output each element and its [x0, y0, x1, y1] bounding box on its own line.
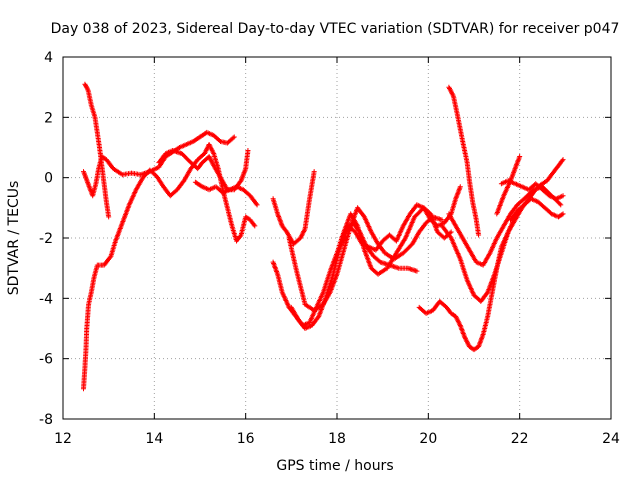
y-tick-label: -2 [39, 231, 53, 247]
series-track-13 [446, 184, 564, 268]
series-track-8 [286, 205, 445, 313]
grid [63, 57, 611, 419]
series-track-5 [192, 179, 260, 208]
y-tick-label: 2 [44, 110, 53, 126]
series-track-3 [82, 81, 112, 220]
y-tick-label: -8 [39, 412, 53, 428]
x-tick-label: 18 [328, 431, 346, 447]
series-markers [192, 179, 260, 208]
series-markers [498, 178, 566, 202]
series-track-12 [446, 84, 482, 238]
series-markers [446, 184, 564, 268]
y-tick-label: 4 [44, 50, 53, 66]
y-axis-label: SDTVAR / TECUs [6, 181, 22, 296]
y-tick-label: 0 [44, 171, 53, 187]
series-markers [446, 84, 482, 238]
series-track-17 [498, 178, 566, 202]
x-tick-label: 14 [145, 431, 163, 447]
series-track-16 [508, 196, 566, 223]
x-axis-label: GPS time / hours [276, 458, 393, 474]
data-marks [81, 81, 566, 392]
x-tick-label: 24 [602, 431, 620, 447]
series-markers [286, 205, 445, 313]
x-tick-label: 12 [54, 431, 72, 447]
y-tick-label: -4 [39, 291, 53, 307]
x-tick-label: 22 [511, 431, 529, 447]
y-tick-label: -6 [39, 352, 53, 368]
x-tick-label: 20 [419, 431, 437, 447]
x-tick-label: 16 [237, 431, 255, 447]
chart-title: Day 038 of 2023, Sidereal Day-to-day VTE… [51, 21, 620, 37]
series-markers [508, 196, 566, 223]
series-markers [82, 81, 112, 220]
